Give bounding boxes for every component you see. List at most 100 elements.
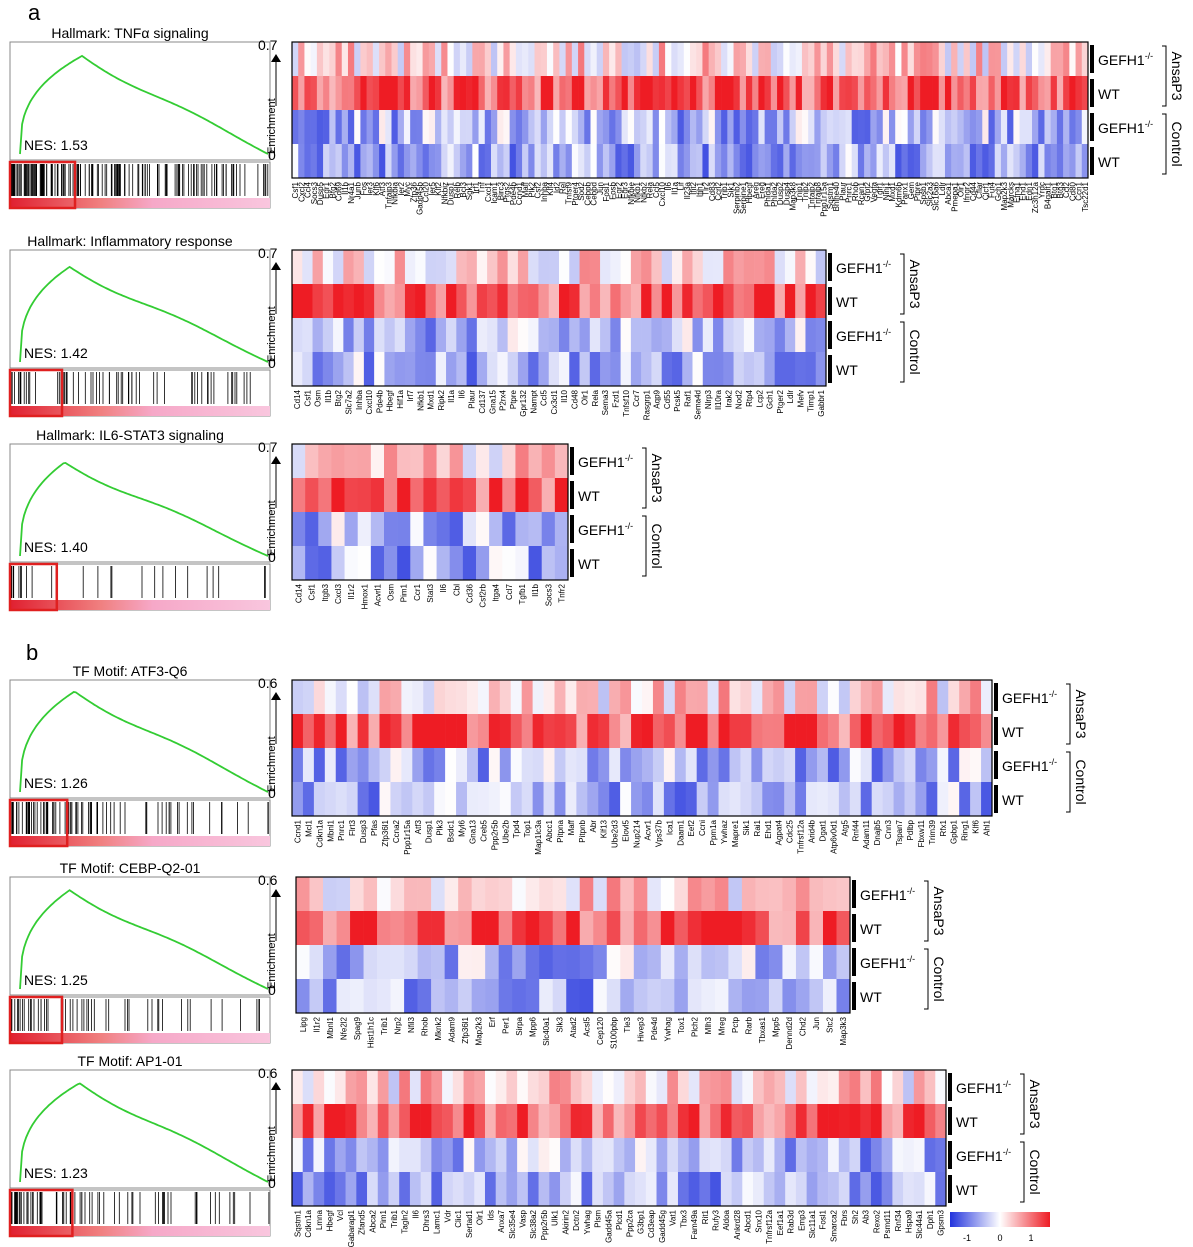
heatmap-cell	[459, 144, 467, 178]
y-axis-min-label: 0	[268, 982, 276, 998]
heatmap-cell	[394, 352, 406, 386]
heatmap-cell	[384, 512, 398, 546]
nes-label: NES: 1.23	[24, 1165, 88, 1181]
heatmap-cell	[417, 877, 432, 911]
heatmap-cell	[764, 284, 775, 318]
heatmap-cell	[702, 42, 709, 76]
heatmap-cell	[777, 110, 784, 144]
gene-label: Ube2b	[501, 819, 510, 843]
heatmap-cell	[467, 782, 479, 816]
gene-label: Ripk2	[437, 389, 446, 410]
heatmap-cell	[728, 911, 743, 945]
gene-label: Junb	[353, 181, 362, 199]
gene-label: Olr1	[957, 181, 966, 197]
heatmap-cell	[546, 144, 554, 178]
heatmap-cell	[377, 1070, 389, 1104]
gene-label: Cdc25	[786, 819, 795, 843]
heatmap-cell	[488, 714, 501, 748]
heatmap-cell	[913, 110, 921, 144]
heatmap-cell	[753, 1070, 765, 1104]
row-bracket	[1090, 113, 1094, 141]
heatmap-cell	[560, 1104, 572, 1138]
heatmap-cell	[312, 318, 324, 352]
gene-label: Il6	[411, 1209, 420, 1218]
heatmap-cell	[758, 110, 765, 144]
heatmap-cell	[377, 1104, 389, 1138]
panel-title: Hallmark: TNFα signaling	[51, 25, 208, 41]
heatmap-cell	[1075, 144, 1083, 178]
heatmap-cell	[1044, 144, 1051, 178]
gene-label: Pcsk5	[673, 389, 682, 411]
heatmap-cell	[660, 911, 675, 945]
heatmap-cell	[343, 250, 354, 284]
heatmap-cell	[621, 110, 629, 144]
heatmap-cell	[292, 444, 306, 478]
heatmap-cell	[331, 444, 345, 478]
heatmap-cell	[324, 1104, 336, 1138]
heatmap-cell	[353, 250, 365, 284]
heatmap-cell	[1044, 110, 1051, 144]
heatmap-cell	[446, 318, 457, 352]
gene-label: Trib1	[720, 181, 729, 199]
wt-row-label: WT	[860, 921, 882, 937]
gene-label: Gadd45g	[658, 1210, 667, 1243]
y-axis-min-label: 0	[268, 147, 276, 163]
gene-label: Stat3	[426, 583, 435, 602]
heatmap-cell	[720, 1070, 732, 1104]
heatmap-cell	[509, 144, 517, 178]
heatmap-cell	[546, 110, 554, 144]
heatmap-cell	[478, 110, 486, 144]
gene-label: Serpinb2	[733, 181, 742, 214]
gene-label: Ccnd1	[515, 181, 524, 205]
gene-label: Gadd45a	[604, 1209, 613, 1242]
gene-label: Tnfrsf12a	[797, 819, 806, 853]
heatmap-cell	[994, 110, 1002, 144]
heatmap-cell	[370, 478, 385, 512]
gene-label: Hist1h1c	[366, 1017, 375, 1048]
enrichment-plot-frame	[9, 443, 271, 563]
heatmap-cell	[584, 110, 591, 144]
heatmap-cell	[466, 76, 473, 110]
heatmap-cell	[412, 748, 424, 782]
heatmap-cell	[345, 1172, 357, 1206]
enrichment-plot-frame	[9, 41, 271, 161]
heatmap-cell	[635, 1104, 647, 1138]
heatmap-cell	[302, 782, 315, 816]
heatmap-cell	[640, 42, 647, 76]
group-label: AnsaP3	[931, 886, 947, 935]
heatmap-cell	[729, 680, 741, 714]
gene-label: Egr2	[615, 181, 624, 198]
gene-label: Lipg	[299, 1017, 308, 1032]
heatmap-cell	[882, 782, 894, 816]
gene-label: Ppm1a	[709, 819, 718, 845]
heatmap-cell	[755, 877, 770, 911]
heatmap-cell	[549, 1172, 561, 1206]
gene-label: Ifngr2	[963, 181, 972, 202]
heatmap-cell	[932, 144, 940, 178]
heatmap-cell	[981, 714, 993, 748]
gene-label: Fos	[360, 182, 369, 195]
heatmap-cell	[795, 877, 810, 911]
gene-label: Stc2	[826, 1016, 835, 1033]
gene-label: P2rx4	[499, 389, 508, 410]
heatmap-cell	[292, 1172, 304, 1206]
heatmap-cell	[602, 76, 610, 110]
heatmap-cell	[687, 911, 702, 945]
heatmap-cell	[445, 748, 457, 782]
heatmap-cell	[635, 1070, 647, 1104]
enrichment-curve	[19, 691, 269, 793]
heatmap-cell	[410, 144, 417, 178]
gene-label: Tnfaip8	[814, 181, 823, 208]
gene-label: Cxcl10	[365, 389, 374, 414]
heatmap-cell	[566, 877, 581, 911]
heatmap-cell	[733, 284, 745, 318]
gene-label: Il10	[560, 389, 569, 402]
heatmap-cell	[957, 42, 964, 76]
gene-label: Gch1	[994, 181, 1003, 201]
wt-row-label: WT	[956, 1114, 978, 1130]
heatmap-cell	[357, 512, 372, 546]
heatmap-cell	[322, 250, 334, 284]
heatmap-cell	[895, 144, 902, 178]
heatmap-cell	[677, 110, 685, 144]
